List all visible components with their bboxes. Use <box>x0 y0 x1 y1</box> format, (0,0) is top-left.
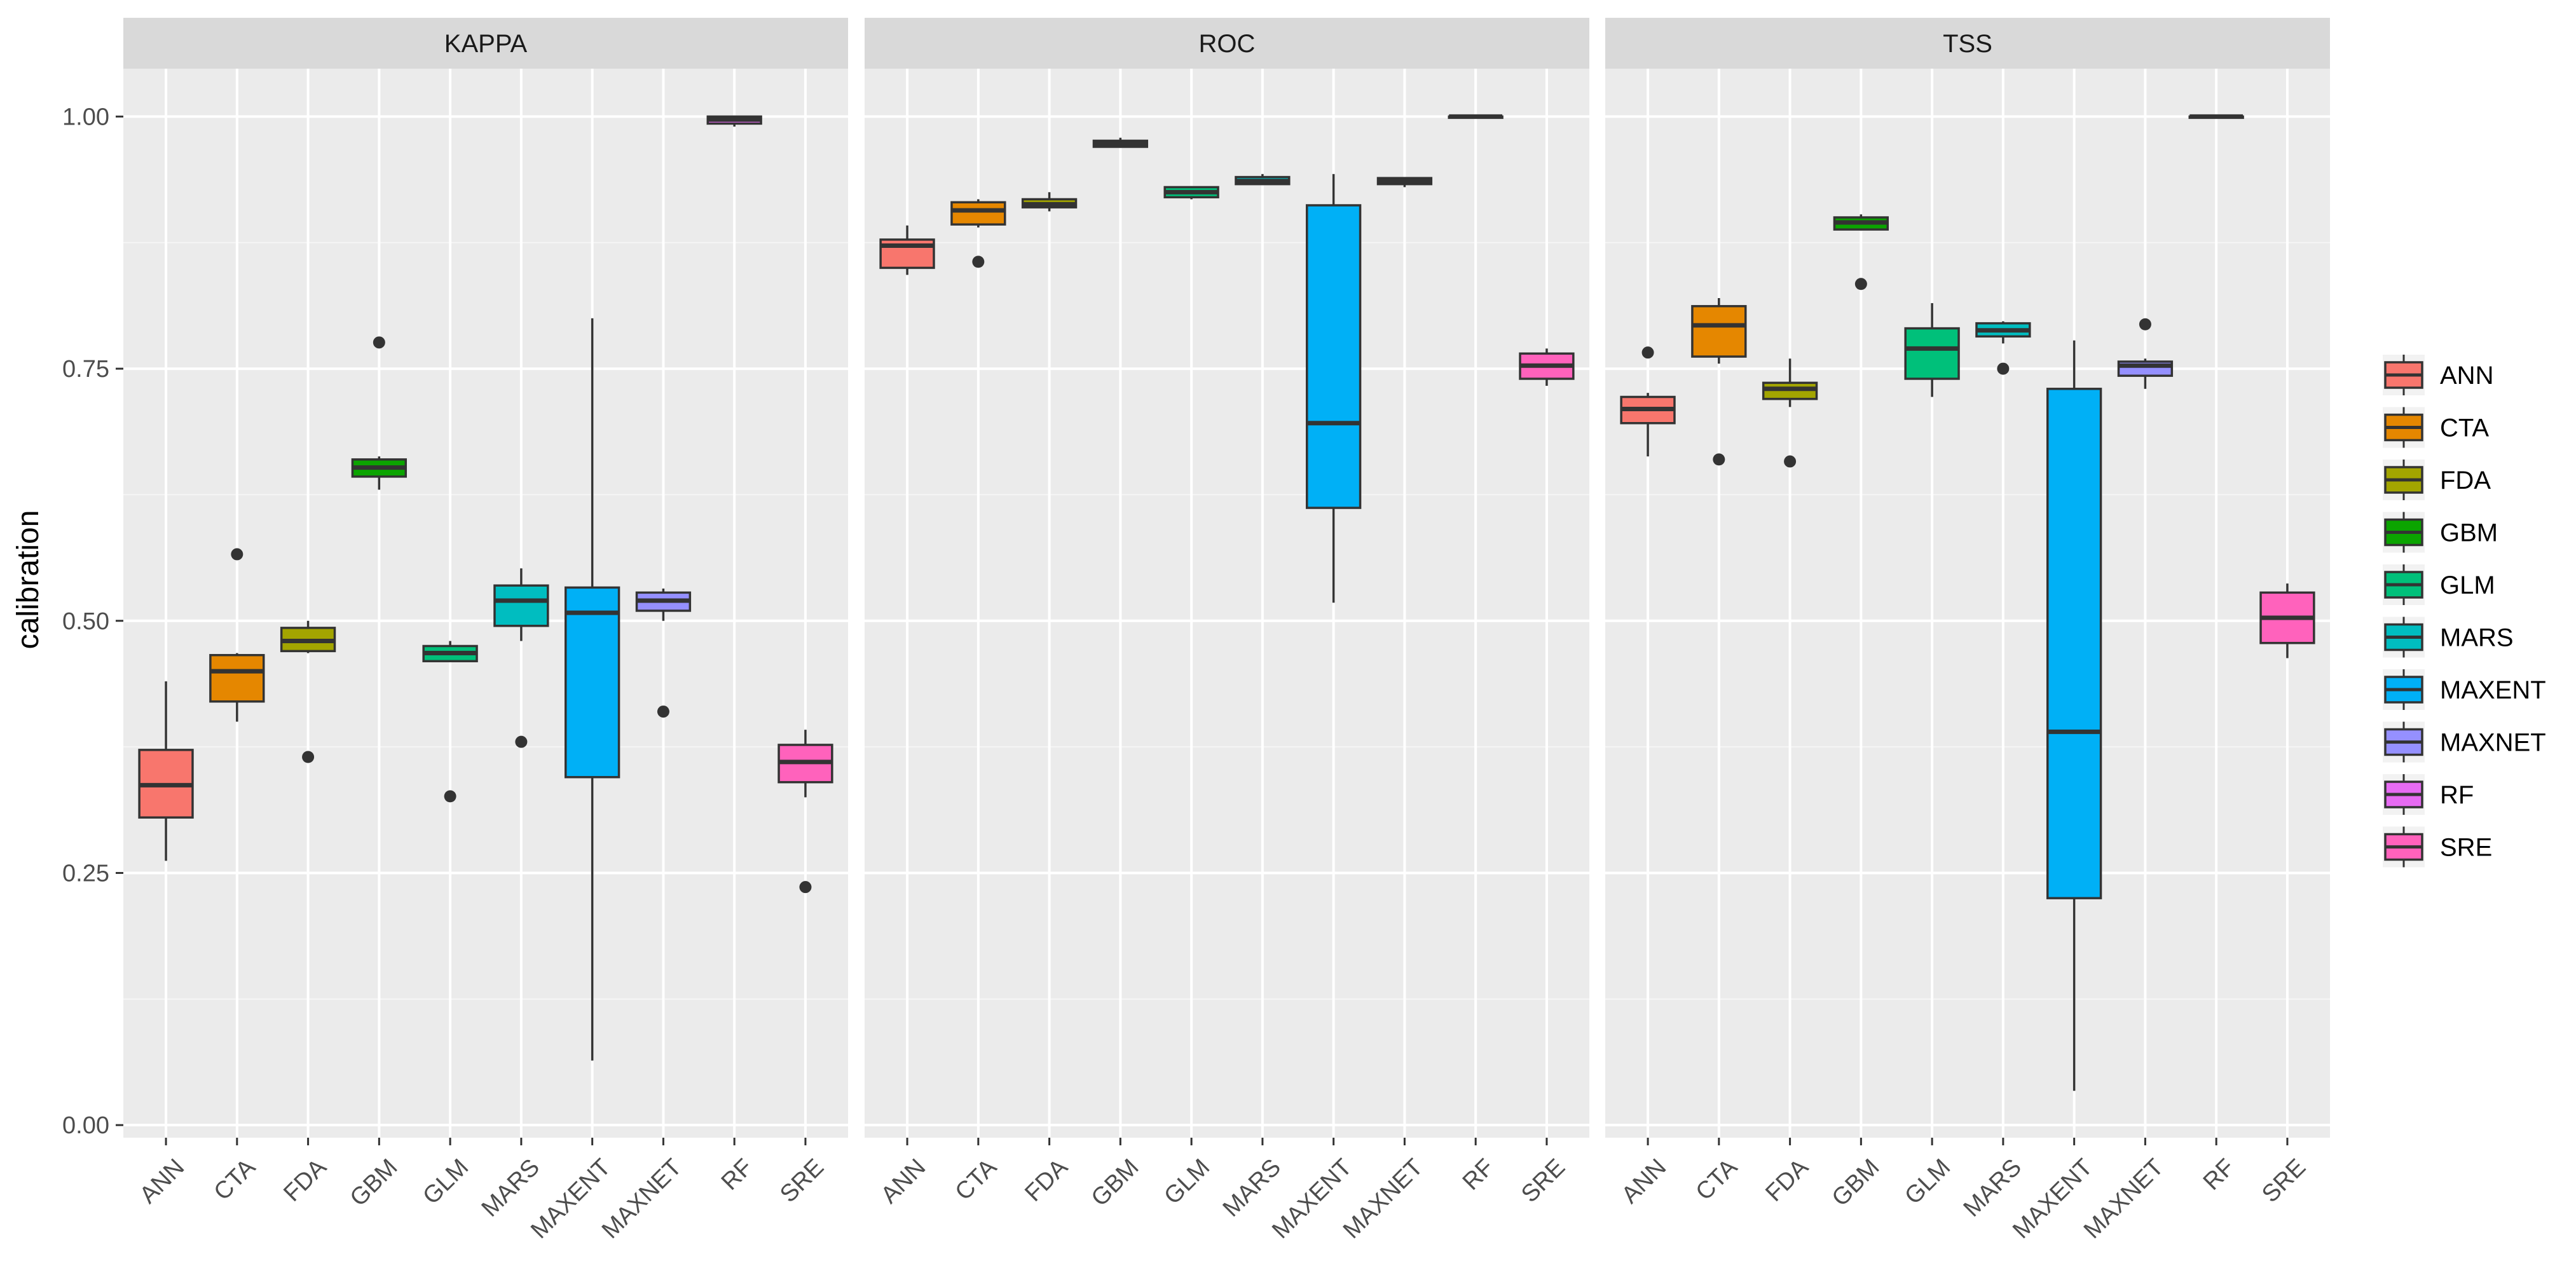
box-mars <box>1235 174 1291 186</box>
facet-strip <box>865 18 1589 69</box>
y-tick-label: 0.00 <box>62 1112 109 1139</box>
box-maxnet <box>2117 318 2174 389</box>
box-maxent <box>564 318 620 1061</box>
box-cta <box>1691 297 1747 466</box>
box-glm <box>1163 186 1219 200</box>
legend-item-glm: GLM <box>2383 564 2495 605</box>
box-iqr <box>209 653 265 703</box>
outlier-point <box>515 735 528 748</box>
legend-label: ANN <box>2440 362 2493 390</box>
box-iqr <box>1904 327 1960 380</box>
outlier-point <box>1641 346 1654 359</box>
legend-label: GLM <box>2440 571 2495 599</box>
box-fda <box>1021 192 1078 212</box>
panel-background <box>1605 69 2330 1138</box>
box-iqr <box>950 201 1006 226</box>
legend-item-rf: RF <box>2383 774 2474 815</box>
outlier-point <box>2139 318 2151 331</box>
facet-strip <box>1605 18 2330 69</box>
box-rf <box>1448 114 1504 119</box>
y-axis: 0.00 0.25 0.50 0.75 1.00 <box>62 104 123 1139</box>
box-iqr <box>2046 388 2102 899</box>
box-gbm <box>1092 137 1149 148</box>
legend-item-fda: FDA <box>2383 460 2491 500</box>
legend-label: MAXNET <box>2440 729 2546 757</box>
box-ann <box>138 681 194 861</box>
box-sre <box>2259 583 2315 658</box>
box-sre <box>778 730 833 894</box>
box-rf <box>2188 114 2244 119</box>
outlier-point <box>1997 362 2010 375</box>
box-cta <box>209 548 265 722</box>
legend-label: MARS <box>2440 624 2514 652</box>
facet-strip-label: KAPPA <box>444 30 528 58</box>
box-iqr <box>1691 304 1747 358</box>
box-ann <box>879 225 935 275</box>
facet-strip-label: TSS <box>1943 30 1992 58</box>
box-cta <box>950 199 1006 268</box>
facet-strip <box>123 18 848 69</box>
box-iqr <box>1305 204 1362 509</box>
box-mars <box>493 568 549 748</box>
legend-item-maxnet: MAXNET <box>2383 721 2546 763</box>
box-gbm <box>1833 214 1889 290</box>
outlier-point <box>231 548 243 561</box>
box-rf <box>706 115 762 127</box>
legend-label: CTA <box>2440 414 2489 442</box>
legend-item-cta: CTA <box>2383 407 2489 448</box>
box-glm <box>422 641 478 803</box>
outlier-point <box>1713 453 1725 466</box>
facet-strip-label: ROC <box>1199 30 1256 58</box>
box-maxent <box>2046 340 2102 1091</box>
box-maxnet <box>1376 177 1433 187</box>
legend-label: FDA <box>2440 467 2491 494</box>
box-ann <box>1620 346 1676 457</box>
legend-label: RF <box>2440 781 2474 809</box>
legend-label: GBM <box>2440 519 2498 547</box>
outlier-point <box>444 790 456 803</box>
legend-item-ann: ANN <box>2383 355 2493 395</box>
legend-item-gbm: GBM <box>2383 512 2498 553</box>
panel-background <box>123 69 848 1138</box>
y-axis-title: calibration <box>11 510 45 650</box>
outlier-point <box>799 881 812 894</box>
box-maxent <box>1305 174 1362 603</box>
legend-item-maxent: MAXENT <box>2383 669 2546 710</box>
y-tick-label: 0.75 <box>62 356 109 383</box>
box-fda <box>1762 358 1818 468</box>
box-iqr <box>564 586 620 779</box>
box-iqr <box>493 584 549 627</box>
outlier-point <box>302 751 315 763</box>
legend-label: MAXENT <box>2440 676 2546 704</box>
legend-label: SRE <box>2440 834 2492 862</box>
box-fda <box>280 620 336 763</box>
outlier-point <box>373 336 385 349</box>
y-tick-label: 1.00 <box>62 104 109 130</box>
outlier-point <box>1784 455 1797 468</box>
outlier-point <box>1854 278 1867 290</box>
box-mars <box>1975 321 2031 375</box>
legend-item-mars: MARS <box>2383 617 2514 658</box>
box-maxnet <box>635 588 692 718</box>
legend: ANN CTA FDA GBM GLM MARS MAXENT MAXNET RF SRE <box>2383 355 2546 868</box>
outlier-point <box>972 256 985 268</box>
legend-item-sre: SRE <box>2383 826 2492 868</box>
box-glm <box>1904 303 1960 397</box>
y-tick-label: 0.25 <box>62 860 109 887</box>
box-sre <box>1519 348 1575 386</box>
box-gbm <box>351 336 408 490</box>
outlier-point <box>657 705 669 718</box>
y-tick-label: 0.50 <box>62 608 109 635</box>
panel-background <box>865 69 1589 1138</box>
